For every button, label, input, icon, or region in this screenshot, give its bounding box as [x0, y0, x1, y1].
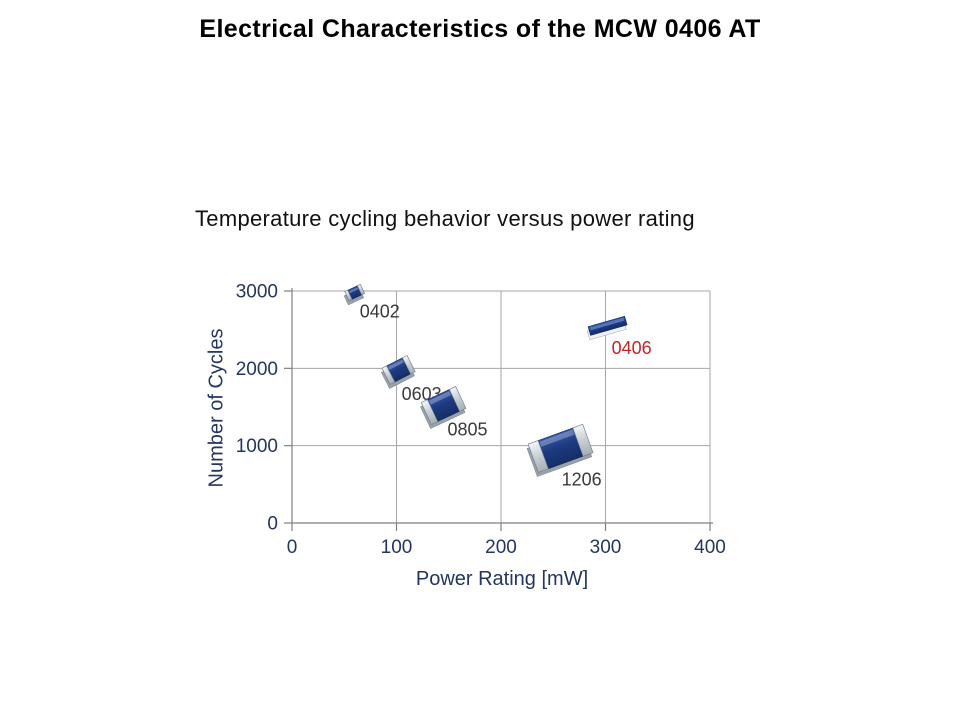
chip-marker-0805	[420, 386, 467, 429]
x-tick-label-200: 200	[485, 537, 517, 558]
x-tick-label-400: 400	[694, 537, 726, 558]
chip-marker-0406	[586, 315, 628, 341]
y-tick-label-3000: 3000	[236, 282, 278, 303]
point-label-0406: 0406	[612, 338, 652, 358]
point-label-0805: 0805	[448, 419, 488, 439]
chip-marker-0402	[343, 284, 365, 306]
slide-title: Electrical Characteristics of the MCW 04…	[199, 15, 761, 43]
point-label-0402: 0402	[360, 302, 400, 322]
y-axis-title: Number of Cycles	[205, 328, 228, 488]
x-axis-title: Power Rating [mW]	[415, 568, 589, 590]
point-label-1206: 1206	[562, 469, 602, 489]
chip-marker-1206	[526, 423, 594, 477]
chart-title: Temperature cycling behavior versus powe…	[195, 206, 695, 231]
x-tick-label-100: 100	[381, 537, 413, 558]
x-tick-label-0: 0	[287, 537, 298, 558]
y-tick-label-2000: 2000	[236, 359, 278, 380]
x-tick-label-300: 300	[590, 537, 622, 558]
chip-marker-0603	[381, 355, 416, 389]
y-tick-label-1000: 1000	[236, 436, 278, 457]
y-tick-label-0: 0	[267, 514, 278, 535]
